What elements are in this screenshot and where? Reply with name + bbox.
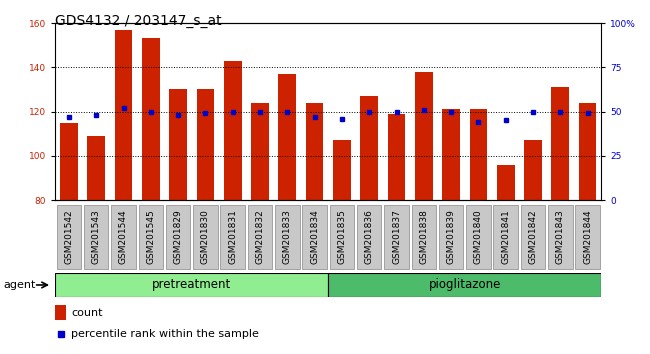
FancyBboxPatch shape xyxy=(166,205,190,269)
Text: GSM201831: GSM201831 xyxy=(228,209,237,264)
Text: GSM201830: GSM201830 xyxy=(201,209,210,264)
FancyBboxPatch shape xyxy=(55,273,328,297)
Text: pretreatment: pretreatment xyxy=(152,279,231,291)
Bar xyxy=(169,89,187,200)
FancyBboxPatch shape xyxy=(111,205,136,269)
Bar xyxy=(497,165,515,200)
Bar xyxy=(251,103,269,200)
Text: percentile rank within the sample: percentile rank within the sample xyxy=(72,329,259,339)
FancyBboxPatch shape xyxy=(357,205,382,269)
Text: GSM201833: GSM201833 xyxy=(283,209,292,264)
FancyBboxPatch shape xyxy=(84,205,109,269)
Bar xyxy=(387,114,406,200)
Text: GSM201832: GSM201832 xyxy=(255,209,265,264)
FancyBboxPatch shape xyxy=(466,205,491,269)
Bar xyxy=(278,74,296,200)
FancyBboxPatch shape xyxy=(384,205,409,269)
Text: GDS4132 / 203147_s_at: GDS4132 / 203147_s_at xyxy=(55,14,222,28)
Text: GSM201543: GSM201543 xyxy=(92,209,101,264)
FancyBboxPatch shape xyxy=(57,205,81,269)
Text: GSM201542: GSM201542 xyxy=(64,209,73,264)
FancyBboxPatch shape xyxy=(138,205,163,269)
Bar xyxy=(415,72,433,200)
FancyBboxPatch shape xyxy=(411,205,436,269)
Bar xyxy=(469,109,488,200)
FancyBboxPatch shape xyxy=(248,205,272,269)
Text: GSM201545: GSM201545 xyxy=(146,209,155,264)
FancyBboxPatch shape xyxy=(548,205,573,269)
Bar xyxy=(578,103,597,200)
Bar xyxy=(55,305,66,320)
Text: GSM201840: GSM201840 xyxy=(474,209,483,264)
Text: GSM201838: GSM201838 xyxy=(419,209,428,264)
FancyBboxPatch shape xyxy=(575,205,600,269)
Text: GSM201836: GSM201836 xyxy=(365,209,374,264)
Bar xyxy=(360,96,378,200)
Text: GSM201844: GSM201844 xyxy=(583,209,592,264)
Text: GSM201839: GSM201839 xyxy=(447,209,456,264)
Bar xyxy=(442,109,460,200)
Text: GSM201843: GSM201843 xyxy=(556,209,565,264)
FancyBboxPatch shape xyxy=(193,205,218,269)
Text: count: count xyxy=(72,308,103,318)
Text: GSM201835: GSM201835 xyxy=(337,209,346,264)
Text: GSM201837: GSM201837 xyxy=(392,209,401,264)
FancyBboxPatch shape xyxy=(330,205,354,269)
Bar xyxy=(306,103,324,200)
Text: agent: agent xyxy=(3,280,36,290)
Text: GSM201544: GSM201544 xyxy=(119,209,128,264)
Text: GSM201829: GSM201829 xyxy=(174,209,183,264)
FancyBboxPatch shape xyxy=(302,205,327,269)
FancyBboxPatch shape xyxy=(275,205,300,269)
FancyBboxPatch shape xyxy=(521,205,545,269)
Bar xyxy=(114,30,133,200)
FancyBboxPatch shape xyxy=(439,205,463,269)
FancyBboxPatch shape xyxy=(220,205,245,269)
Text: GSM201841: GSM201841 xyxy=(501,209,510,264)
Bar xyxy=(142,39,160,200)
Text: GSM201842: GSM201842 xyxy=(528,209,538,264)
Bar xyxy=(196,89,214,200)
Bar xyxy=(524,140,542,200)
Text: GSM201834: GSM201834 xyxy=(310,209,319,264)
Text: pioglitazone: pioglitazone xyxy=(428,279,501,291)
Bar xyxy=(333,140,351,200)
Bar xyxy=(551,87,569,200)
FancyBboxPatch shape xyxy=(328,273,601,297)
Bar xyxy=(87,136,105,200)
Bar xyxy=(60,122,78,200)
FancyBboxPatch shape xyxy=(493,205,518,269)
Bar xyxy=(224,61,242,200)
